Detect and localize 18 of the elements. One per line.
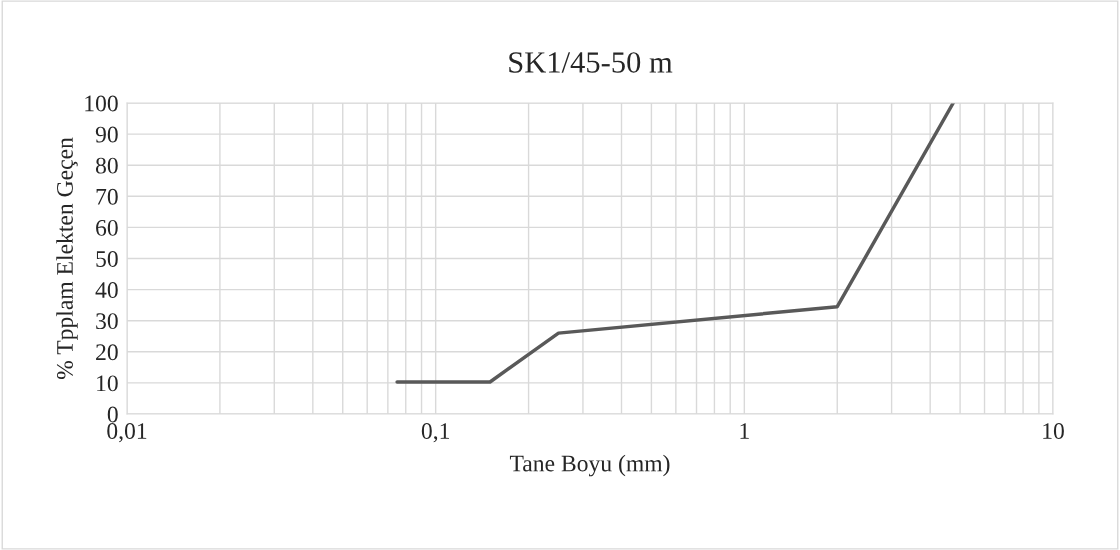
y-tick-label: 20 [96,344,118,361]
x-tick-label: 0,1 [421,423,450,443]
y-tick-label: 10 [97,375,118,392]
y-tick-label: 0 [107,406,118,423]
x-tick-label: 1 [740,423,749,439]
y-tick-label: 60 [96,219,118,236]
y-tick-label: 70 [96,188,118,205]
x-tick-label: 10 [1043,423,1064,439]
y-tick-label: 30 [96,313,118,330]
y-axis-title: % Tpplam Elekten Geçen [56,137,78,380]
chart-title: SK1/45-50 m [509,52,673,73]
x-tick-label: 0,01 [107,423,147,443]
y-tick-label: 80 [95,157,118,174]
y-tick-label: 100 [85,95,118,112]
y-tick-label: 40 [95,282,118,299]
y-tick-label: 90 [95,126,118,143]
y-tick-label: 50 [96,250,118,267]
x-axis-title: Tane Boyu (mm) [509,454,670,477]
